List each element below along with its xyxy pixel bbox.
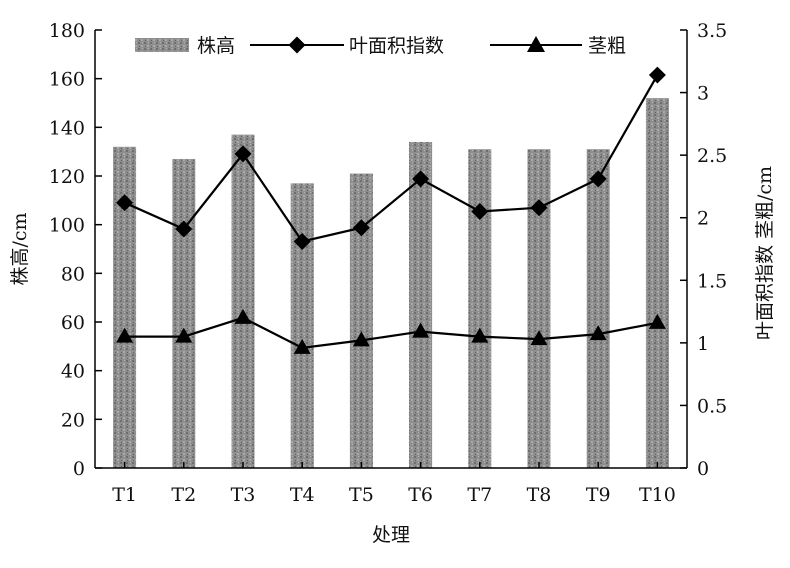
right-y-tick-label: 0 xyxy=(697,458,709,480)
left-y-tick-label: 60 xyxy=(61,312,85,334)
bar-T2 xyxy=(172,158,196,468)
bar-T10 xyxy=(645,98,669,468)
diamond-point-T10 xyxy=(648,66,666,84)
left-y-ticks: 0 20 40 60 80 100 120 140 160 180 xyxy=(49,20,102,480)
diamond-point-T9 xyxy=(589,170,607,188)
line-diamond-series xyxy=(124,74,659,243)
legend-swatch-bar xyxy=(135,38,189,52)
bar-T5 xyxy=(349,173,373,469)
x-tick-label: T6 xyxy=(408,484,433,506)
triangle-point-T8 xyxy=(530,330,548,346)
x-ticks: T1 T2 T3 T4 T5 T6 T7 T8 T9 T10 xyxy=(112,462,676,506)
bar-T1 xyxy=(113,146,137,469)
x-tick-label: T9 xyxy=(586,484,611,506)
x-tick-label: T5 xyxy=(349,484,374,506)
left-y-tick-label: 40 xyxy=(61,361,85,383)
x-tick-label: T3 xyxy=(231,484,256,506)
left-y-tick-label: 20 xyxy=(61,409,85,431)
x-tick-label: T4 xyxy=(290,484,315,506)
diamond-point-T8 xyxy=(530,199,548,217)
right-y-tick-label: 2 xyxy=(697,208,709,230)
x-tick-label: T8 xyxy=(527,484,552,506)
triangle-point-T7 xyxy=(471,327,489,343)
bar-T3 xyxy=(231,134,255,468)
x-tick-label: T10 xyxy=(639,484,676,506)
triangle-point-T10 xyxy=(648,313,666,329)
legend-label-diamond: 叶面积指数 xyxy=(349,35,444,57)
bar-T4 xyxy=(290,183,314,469)
x-tick-label: T7 xyxy=(467,484,492,506)
legend-triangle-marker xyxy=(527,36,545,52)
triangle-point-T3 xyxy=(234,308,252,324)
triangle-point-T2 xyxy=(175,327,193,343)
right-y-axis-title: 叶面积指数 茎粗/cm xyxy=(754,166,776,340)
triangle-point-T9 xyxy=(589,325,607,341)
legend-diamond-marker xyxy=(288,36,306,54)
triangle-point-T4 xyxy=(293,338,311,354)
right-y-tick-label: 3.5 xyxy=(697,20,727,42)
triangle-point-T5 xyxy=(352,331,370,347)
left-y-tick-label: 80 xyxy=(61,263,85,285)
right-y-tick-label: 1 xyxy=(697,333,709,355)
left-y-tick-label: 120 xyxy=(49,166,85,188)
left-y-tick-label: 100 xyxy=(49,215,85,237)
legend-label-triangle: 茎粗 xyxy=(588,35,626,57)
bar-series-layer xyxy=(113,98,669,469)
right-y-tick-label: 0.5 xyxy=(697,395,727,417)
legend-label-bar: 株高 xyxy=(197,35,235,57)
left-y-tick-label: 0 xyxy=(73,458,85,480)
left-y-axis-title: 株高/cm xyxy=(9,212,31,285)
right-y-ticks: 0 0.5 1 1.5 2 2.5 3 3.5 xyxy=(680,20,727,480)
bar-T6 xyxy=(409,141,433,468)
left-y-tick-label: 160 xyxy=(49,69,85,91)
left-y-tick-label: 140 xyxy=(49,117,85,139)
right-y-tick-label: 1.5 xyxy=(697,270,727,292)
triangle-point-T1 xyxy=(116,327,134,343)
x-tick-label: T1 xyxy=(112,484,137,506)
right-y-tick-label: 2.5 xyxy=(697,145,727,167)
bar-T7 xyxy=(468,149,492,468)
triangle-point-T6 xyxy=(412,322,430,338)
line-triangle-series xyxy=(124,316,658,349)
legend: 株高 叶面积指数 茎粗 xyxy=(135,35,626,57)
bar-T9 xyxy=(586,149,610,468)
line-series-layer xyxy=(116,66,666,354)
x-axis-title: 处理 xyxy=(372,524,410,546)
bar-T8 xyxy=(527,149,551,468)
left-y-tick-label: 180 xyxy=(49,20,85,42)
right-y-tick-label: 3 xyxy=(697,83,709,105)
x-tick-label: T2 xyxy=(171,484,196,506)
